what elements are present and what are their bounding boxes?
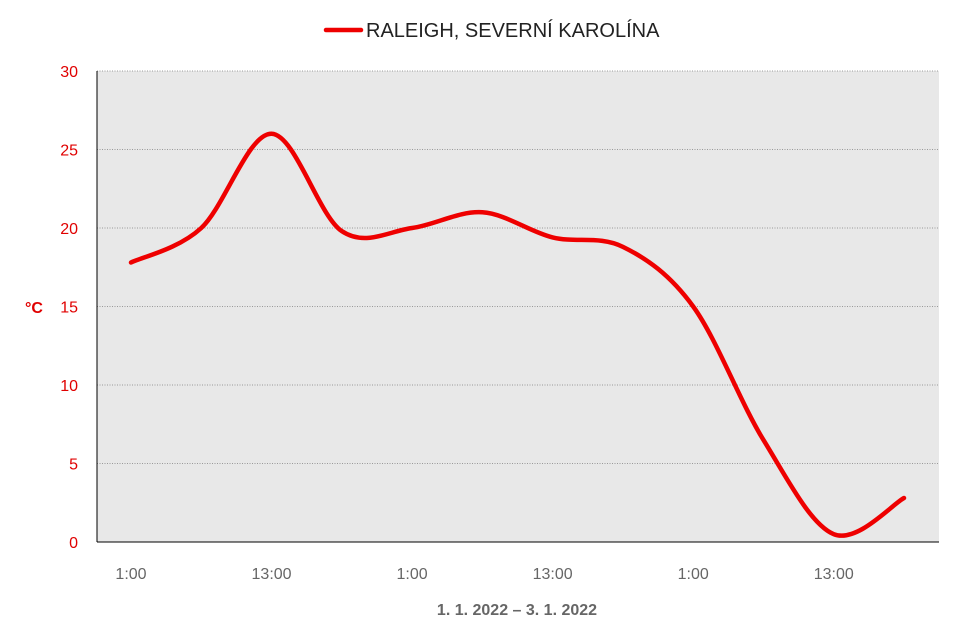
y-tick-label: 15 — [60, 300, 78, 317]
y-tick-label: 0 — [69, 535, 78, 552]
legend-label: RALEIGH, SEVERNÍ KAROLÍNA — [366, 19, 660, 42]
legend: RALEIGH, SEVERNÍ KAROLÍNA — [323, 19, 660, 42]
x-tick-label: 13:00 — [252, 566, 292, 583]
y-tick-label: 30 — [60, 64, 78, 81]
x-tick-label: 1:00 — [678, 566, 709, 583]
x-tick-label: 1:00 — [115, 566, 146, 583]
x-tick-label: 13:00 — [533, 566, 573, 583]
y-axis-title: °C — [25, 300, 43, 317]
y-tick-label: 25 — [60, 143, 78, 160]
y-tick-label: 10 — [60, 378, 78, 395]
x-tick-labels: 1:00 13:00 1:00 13:00 1:00 13:00 — [115, 566, 853, 583]
y-tick-label: 5 — [69, 457, 78, 474]
series-line — [128, 131, 907, 538]
grid-lines — [97, 70, 939, 464]
y-tick-labels: 0 5 10 15 20 25 30 — [60, 64, 78, 552]
y-tick-label: 20 — [60, 221, 78, 238]
x-axis-title: 1. 1. 2022 – 3. 1. 2022 — [437, 602, 597, 619]
x-tick-label: 13:00 — [814, 566, 854, 583]
x-tick-label: 1:00 — [397, 566, 428, 583]
